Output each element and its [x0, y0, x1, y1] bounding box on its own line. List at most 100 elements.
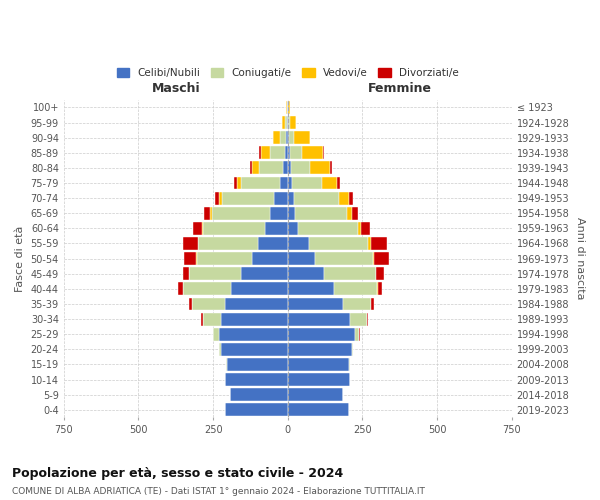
Bar: [308, 237, 368, 250]
Bar: [288, 388, 343, 401]
Bar: [288, 222, 298, 235]
Bar: [286, 116, 287, 129]
Bar: [285, 146, 288, 159]
Bar: [219, 343, 221, 355]
Bar: [259, 146, 261, 159]
Bar: [377, 282, 382, 296]
Bar: [288, 192, 294, 204]
Bar: [225, 298, 288, 310]
Bar: [280, 131, 286, 144]
Bar: [288, 252, 314, 265]
Bar: [288, 298, 343, 310]
Bar: [283, 162, 288, 174]
Bar: [289, 131, 294, 144]
Bar: [294, 192, 338, 204]
Bar: [230, 388, 288, 401]
Bar: [302, 146, 323, 159]
Bar: [288, 312, 350, 326]
Bar: [273, 131, 280, 144]
Bar: [183, 282, 231, 296]
Bar: [197, 252, 252, 265]
Bar: [202, 222, 203, 235]
Bar: [270, 146, 285, 159]
Bar: [183, 268, 189, 280]
Bar: [286, 131, 288, 144]
Bar: [295, 207, 347, 220]
Text: Maschi: Maschi: [151, 82, 200, 96]
Bar: [314, 252, 373, 265]
Bar: [288, 131, 289, 144]
Bar: [288, 162, 291, 174]
Bar: [334, 282, 377, 296]
Bar: [270, 207, 288, 220]
Text: Popolazione per età, sesso e stato civile - 2024: Popolazione per età, sesso e stato civil…: [12, 468, 343, 480]
Bar: [361, 222, 370, 235]
Bar: [310, 162, 329, 174]
Bar: [201, 312, 203, 326]
Bar: [231, 282, 288, 296]
Bar: [374, 252, 389, 265]
Bar: [203, 222, 265, 235]
Bar: [288, 268, 323, 280]
Bar: [367, 312, 368, 326]
Bar: [286, 101, 287, 114]
Bar: [288, 404, 349, 416]
Text: Femmine: Femmine: [368, 82, 432, 96]
Bar: [221, 343, 288, 355]
Bar: [219, 192, 222, 204]
Bar: [252, 252, 288, 265]
Bar: [322, 176, 337, 190]
Bar: [221, 312, 288, 326]
Bar: [352, 207, 358, 220]
Bar: [234, 176, 237, 190]
Bar: [178, 282, 183, 296]
Bar: [337, 176, 340, 190]
Y-axis label: Anni di nascita: Anni di nascita: [575, 218, 585, 300]
Bar: [210, 207, 212, 220]
Bar: [290, 146, 302, 159]
Bar: [227, 358, 288, 371]
Bar: [203, 312, 221, 326]
Bar: [289, 101, 290, 114]
Bar: [288, 237, 308, 250]
Bar: [184, 252, 196, 265]
Bar: [352, 343, 353, 355]
Bar: [265, 222, 288, 235]
Legend: Celibi/Nubili, Coniugati/e, Vedovi/e, Divorziati/e: Celibi/Nubili, Coniugati/e, Vedovi/e, Di…: [113, 64, 463, 82]
Bar: [222, 192, 274, 204]
Bar: [373, 252, 374, 265]
Bar: [283, 116, 286, 129]
Bar: [338, 192, 349, 204]
Bar: [280, 176, 288, 190]
Bar: [287, 116, 288, 129]
Bar: [198, 237, 258, 250]
Bar: [288, 343, 352, 355]
Bar: [213, 328, 219, 340]
Bar: [261, 146, 270, 159]
Bar: [289, 116, 290, 129]
Bar: [193, 222, 202, 235]
Bar: [274, 192, 288, 204]
Bar: [294, 131, 310, 144]
Bar: [329, 162, 332, 174]
Bar: [212, 207, 270, 220]
Bar: [225, 404, 288, 416]
Bar: [288, 328, 355, 340]
Bar: [292, 176, 322, 190]
Bar: [250, 162, 252, 174]
Bar: [219, 328, 288, 340]
Bar: [259, 162, 283, 174]
Bar: [347, 207, 352, 220]
Bar: [237, 176, 241, 190]
Bar: [358, 222, 361, 235]
Bar: [298, 222, 358, 235]
Bar: [189, 268, 241, 280]
Text: COMUNE DI ALBA ADRIATICA (TE) - Dati ISTAT 1° gennaio 2024 - Elaborazione TUTTIT: COMUNE DI ALBA ADRIATICA (TE) - Dati IST…: [12, 488, 425, 496]
Bar: [288, 207, 295, 220]
Bar: [189, 298, 192, 310]
Bar: [288, 358, 349, 371]
Bar: [288, 373, 350, 386]
Bar: [258, 237, 288, 250]
Bar: [376, 268, 384, 280]
Bar: [288, 146, 290, 159]
